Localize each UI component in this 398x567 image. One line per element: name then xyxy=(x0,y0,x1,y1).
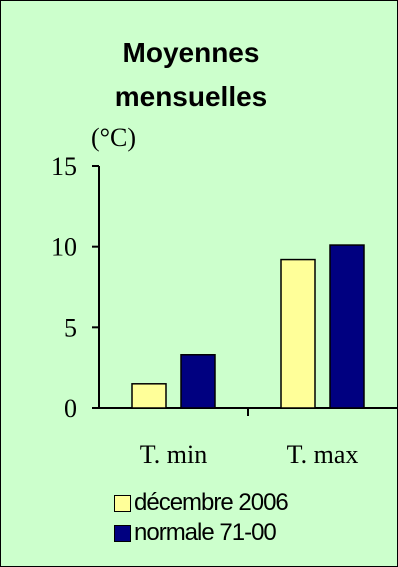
chart-title: Moyennes mensuelles xyxy=(41,31,341,119)
chart-plot: 0 5 10 15 (°C) T. min T. max xyxy=(51,123,397,469)
legend: décembre 2006 normale 71-00 xyxy=(114,488,289,548)
legend-swatch-normale-71-00 xyxy=(114,524,131,542)
x-tick-label: T. min xyxy=(140,440,207,469)
y-tick-label: 10 xyxy=(51,233,77,262)
bar xyxy=(131,383,167,409)
legend-label: décembre 2006 xyxy=(134,489,289,516)
x-tick-label: T. max xyxy=(287,440,359,469)
axis-labels: 0 5 10 15 (°C) T. min T. max xyxy=(51,123,358,469)
legend-item: normale 71-00 xyxy=(114,518,288,548)
bar xyxy=(329,244,365,409)
y-tick-label: 5 xyxy=(64,313,77,342)
y-tick-label: 15 xyxy=(51,152,77,181)
chart-title-line-1: Moyennes xyxy=(122,37,260,68)
legend-swatch-decembre-2006 xyxy=(114,494,131,512)
chart-title-line-2: mensuelles xyxy=(114,81,268,112)
legend-label: normale 71-00 xyxy=(134,519,277,546)
bar xyxy=(280,258,316,409)
y-tick-label: 0 xyxy=(64,394,77,423)
legend-item: décembre 2006 xyxy=(114,488,289,518)
bar xyxy=(180,354,216,409)
bars xyxy=(131,244,365,409)
y-axis-unit-label: (°C) xyxy=(91,123,136,152)
